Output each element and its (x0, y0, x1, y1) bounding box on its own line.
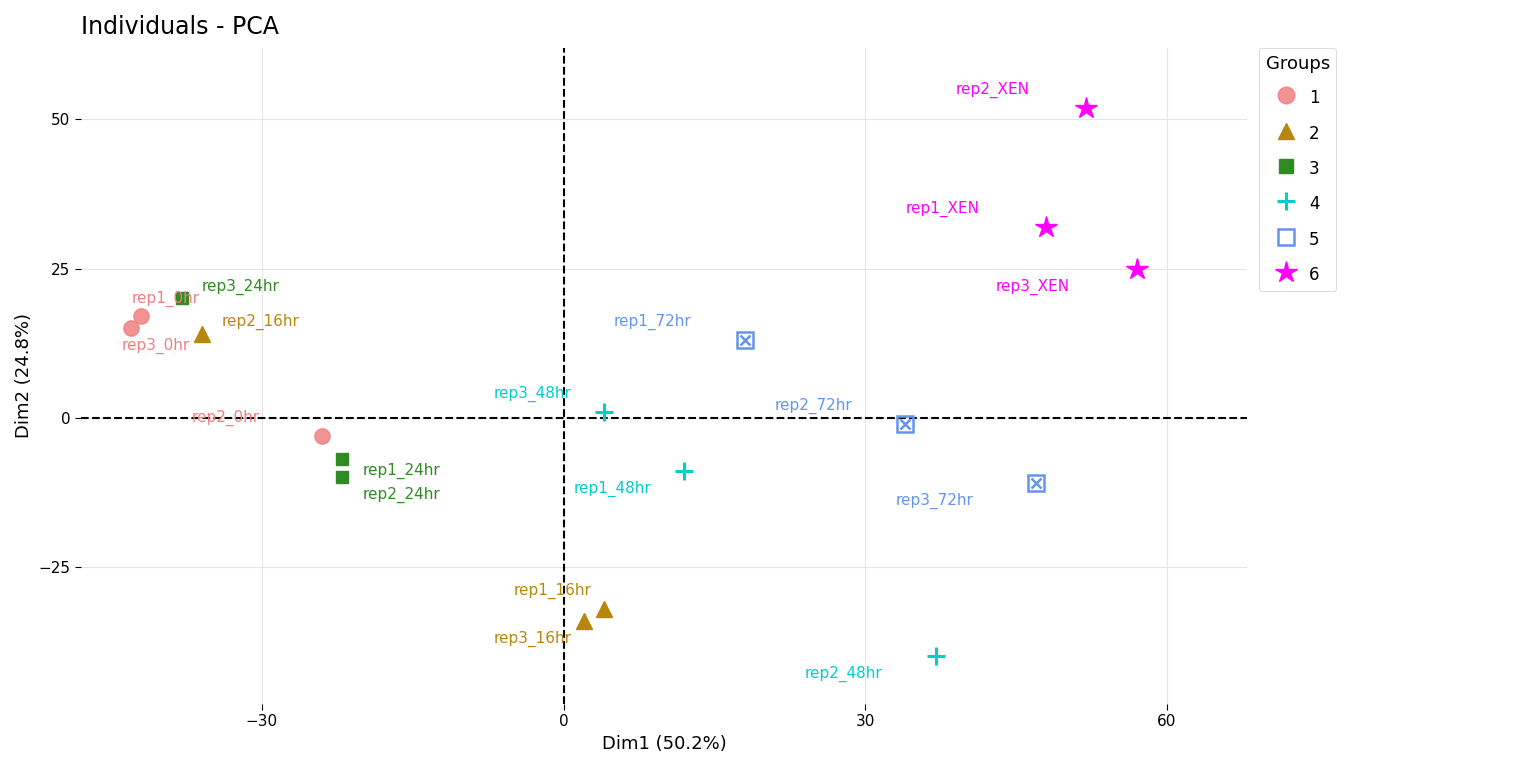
Text: rep1_16hr: rep1_16hr (513, 583, 591, 599)
Text: rep3_XEN: rep3_XEN (995, 278, 1071, 295)
Text: rep2_72hr: rep2_72hr (774, 398, 852, 414)
Text: rep2_XEN: rep2_XEN (955, 81, 1029, 98)
Text: rep1_48hr: rep1_48hr (573, 482, 651, 498)
Text: rep1_0hr: rep1_0hr (131, 290, 200, 306)
Text: rep2_0hr: rep2_0hr (192, 409, 260, 425)
Text: rep3_16hr: rep3_16hr (493, 631, 571, 647)
X-axis label: Dim1 (50.2%): Dim1 (50.2%) (602, 735, 727, 753)
Text: rep2_48hr: rep2_48hr (805, 666, 883, 682)
Text: rep3_0hr: rep3_0hr (121, 338, 189, 354)
Legend: 1, 2, 3, 4, 5, 6: 1, 2, 3, 4, 5, 6 (1260, 48, 1336, 291)
Y-axis label: Dim2 (24.8%): Dim2 (24.8%) (15, 313, 32, 439)
Text: rep2_16hr: rep2_16hr (221, 314, 300, 330)
Text: rep3_72hr: rep3_72hr (895, 493, 974, 509)
Text: Individuals - PCA: Individuals - PCA (81, 15, 280, 39)
Text: rep1_24hr: rep1_24hr (362, 463, 441, 479)
Text: rep1_XEN: rep1_XEN (905, 201, 980, 217)
Text: rep2_24hr: rep2_24hr (362, 487, 441, 503)
Text: rep1_72hr: rep1_72hr (614, 314, 691, 330)
Text: rep3_48hr: rep3_48hr (493, 386, 571, 402)
Text: rep3_24hr: rep3_24hr (201, 278, 280, 295)
